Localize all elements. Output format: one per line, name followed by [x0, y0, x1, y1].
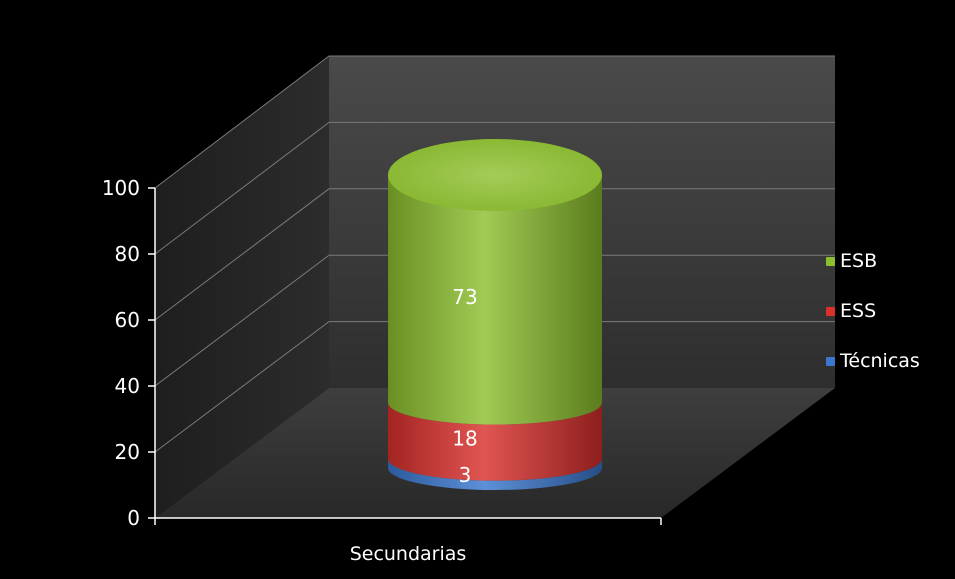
legend-swatch: [826, 306, 835, 316]
y-tick-label: 100: [102, 176, 140, 200]
y-tick-label: 20: [115, 440, 140, 464]
legend-label: ESS: [840, 300, 877, 322]
bar-top-cap: [388, 139, 602, 211]
bar-segment-esb: [388, 175, 602, 425]
data-label: 3: [459, 463, 472, 487]
y-tick-label: 80: [115, 242, 140, 266]
bar-segment-técnicas: [388, 458, 602, 490]
gridline: [154, 254, 835, 387]
data-labels: 3 18 73: [452, 285, 477, 487]
legend-item: ESB: [826, 236, 951, 286]
legend-item: ESS: [826, 286, 951, 336]
legend-item: Técnicas: [826, 336, 951, 386]
y-tick-label: 60: [115, 308, 140, 332]
legend: ESB ESS Técnicas: [826, 236, 951, 386]
y-tick-label: 0: [127, 506, 140, 530]
data-label: 73: [452, 285, 477, 309]
bars: [388, 139, 602, 490]
legend-label: ESB: [840, 250, 878, 272]
gridline: [154, 321, 835, 453]
gridline: [154, 55, 835, 189]
legend-label: Técnicas: [840, 350, 920, 372]
x-tick-label: Secundarias: [350, 543, 467, 565]
gridline: [154, 121, 835, 255]
side-wall: [155, 56, 329, 518]
legend-swatch: [826, 356, 835, 366]
axes: 0 20 40 60 80 100 Secundarias: [102, 176, 662, 565]
y-tick-label: 40: [115, 374, 140, 398]
legend-swatch: [826, 256, 835, 266]
gridline: [154, 188, 835, 321]
data-label: 18: [452, 427, 477, 451]
gridlines: [154, 55, 835, 453]
bar-segment-ess: [388, 402, 602, 481]
